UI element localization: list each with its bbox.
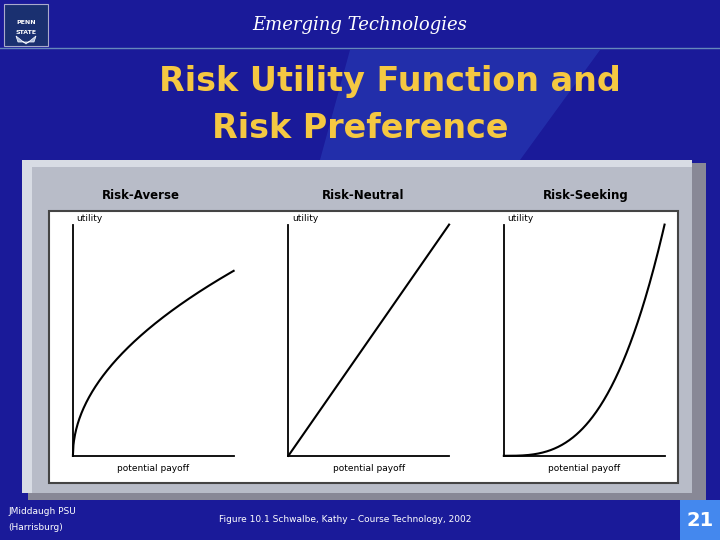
Text: Risk-Seeking: Risk-Seeking (543, 189, 629, 202)
Text: JMiddaugh PSU: JMiddaugh PSU (8, 508, 76, 516)
Text: Risk-Averse: Risk-Averse (102, 189, 180, 202)
FancyBboxPatch shape (22, 160, 692, 493)
FancyBboxPatch shape (49, 211, 678, 483)
Text: Emerging Technologies: Emerging Technologies (253, 16, 467, 34)
FancyBboxPatch shape (4, 4, 48, 46)
Polygon shape (16, 36, 36, 44)
Text: Risk Utility Function and: Risk Utility Function and (159, 65, 621, 98)
Text: potential payoff: potential payoff (333, 464, 405, 473)
FancyBboxPatch shape (22, 160, 692, 493)
Text: STATE: STATE (16, 30, 37, 35)
Text: Risk Preference: Risk Preference (212, 111, 508, 145)
Text: (Harrisburg): (Harrisburg) (8, 523, 63, 532)
Text: utility: utility (508, 214, 534, 223)
Text: Figure 10.1 Schwalbe, Kathy – Course Technology, 2002: Figure 10.1 Schwalbe, Kathy – Course Tec… (219, 516, 471, 524)
Text: utility: utility (76, 214, 102, 223)
Text: potential payoff: potential payoff (117, 464, 189, 473)
Text: 21: 21 (686, 510, 714, 530)
FancyBboxPatch shape (32, 167, 692, 493)
Text: PENN: PENN (16, 19, 36, 24)
FancyBboxPatch shape (29, 164, 706, 500)
FancyBboxPatch shape (680, 500, 720, 540)
Text: utility: utility (292, 214, 318, 223)
Text: Risk-Neutral: Risk-Neutral (323, 189, 405, 202)
Polygon shape (320, 50, 600, 160)
Text: potential payoff: potential payoff (548, 464, 620, 473)
